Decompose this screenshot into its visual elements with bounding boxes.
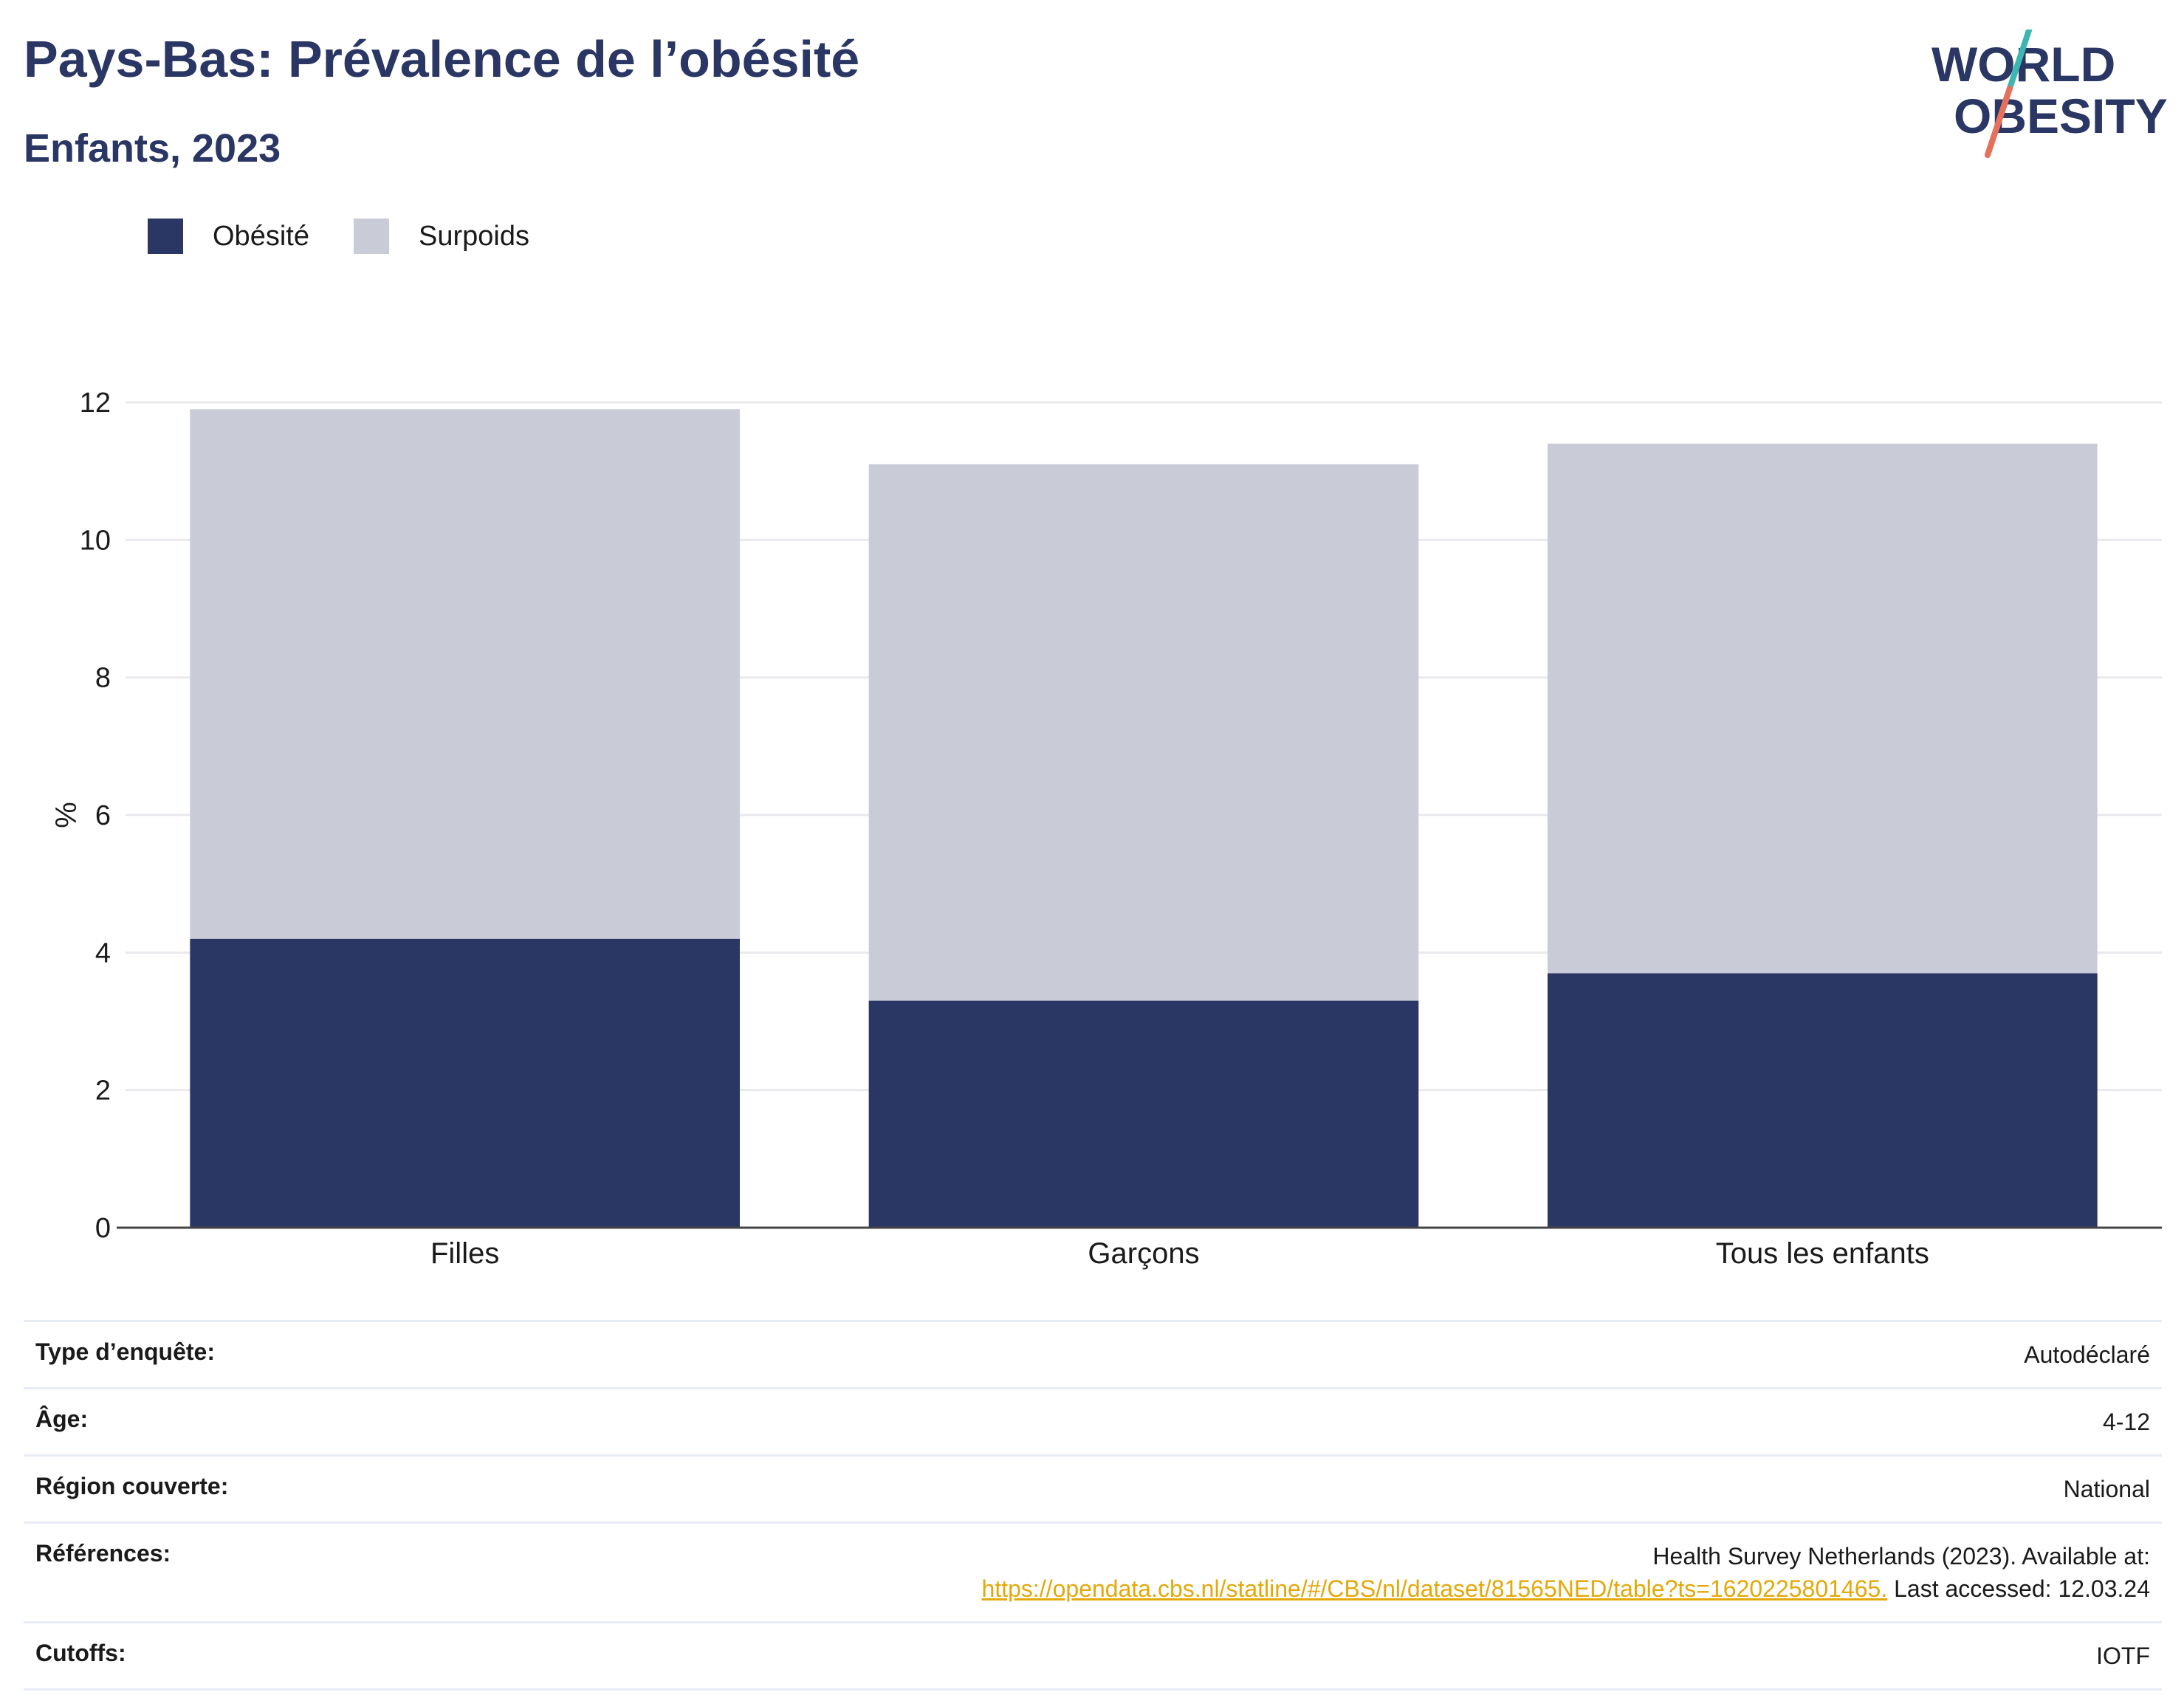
- references-text: Health Survey Netherlands (2023). Availa…: [1652, 1543, 2150, 1569]
- chart-subtitle: Enfants, 2023: [24, 126, 281, 171]
- bar-surpoids: [868, 464, 1419, 1001]
- chart-legend: Obésité Surpoids: [148, 219, 574, 254]
- y-tick-label: 10: [80, 525, 111, 556]
- stacked-bar-chart: 0 2 4 6 8 10 12% Filles Garçons Tous les enfants: [49, 388, 2162, 1270]
- y-tick-label: 0: [95, 1213, 111, 1244]
- y-axis-label: %: [49, 802, 81, 828]
- legend-swatch-surpoids: [353, 219, 389, 254]
- info-row-age: Âge: 4-12: [24, 1387, 2162, 1454]
- y-tick-label: 4: [95, 938, 111, 969]
- info-value-cutoffs: IOTF: [2096, 1643, 2150, 1669]
- legend-label-obesite: Obésité: [213, 220, 309, 252]
- references-link[interactable]: https://opendata.cbs.nl/statline/#/CBS/n…: [981, 1575, 1888, 1602]
- info-value-survey-type: Autodéclaré: [2024, 1341, 2150, 1368]
- y-tick-label: 8: [95, 663, 111, 694]
- info-label-region: Région couverte:: [35, 1473, 229, 1499]
- references-last-accessed: Last accessed: 12.03.24: [1887, 1575, 2150, 1602]
- bar-obesite: [868, 1000, 1419, 1228]
- legend-item-obesite[interactable]: Obésité: [148, 219, 309, 254]
- info-label-age: Âge:: [35, 1406, 89, 1432]
- y-tick-label: 2: [95, 1076, 111, 1107]
- info-label-survey-type: Type d’enquête:: [35, 1338, 215, 1365]
- x-tick-label: Garçons: [1088, 1237, 1199, 1270]
- y-tick-label: 6: [95, 800, 111, 831]
- logo-slash-bottom: [1985, 86, 2013, 158]
- legend-item-surpoids[interactable]: Surpoids: [353, 219, 529, 254]
- x-tick-label: Filles: [430, 1237, 499, 1270]
- bar-obesite: [190, 938, 740, 1228]
- survey-info-table: Type d’enquête: Autodéclaré Âge: 4-12 Ré…: [24, 1320, 2162, 1691]
- bar-surpoids: [1548, 443, 2098, 974]
- chart-title: Pays-Bas: Prévalence de l’obésité: [24, 30, 860, 88]
- x-tick-label: Tous les enfants: [1716, 1237, 1929, 1270]
- info-label-references: Références:: [35, 1540, 171, 1567]
- bar-obesite: [1548, 973, 2098, 1228]
- info-row-cutoffs: Cutoffs: IOTF: [24, 1621, 2162, 1691]
- info-label-cutoffs: Cutoffs:: [35, 1640, 126, 1666]
- info-row-region: Région couverte: National: [24, 1454, 2162, 1522]
- info-value-region: National: [2063, 1476, 2150, 1502]
- bar-surpoids: [190, 409, 740, 939]
- world-obesity-logo: WORLD OBESITY: [1931, 30, 2168, 158]
- info-row-references: Références: Health Survey Netherlands (2…: [24, 1522, 2162, 1621]
- logo-text-obesity: OBESITY: [1954, 89, 2168, 143]
- info-value-age: 4-12: [2102, 1409, 2150, 1435]
- legend-label-surpoids: Surpoids: [418, 220, 529, 252]
- info-row-survey-type: Type d’enquête: Autodéclaré: [24, 1320, 2162, 1387]
- info-value-references: Health Survey Netherlands (2023). Availa…: [982, 1540, 2150, 1605]
- y-tick-label: 12: [80, 388, 111, 419]
- legend-swatch-obesite: [148, 219, 183, 254]
